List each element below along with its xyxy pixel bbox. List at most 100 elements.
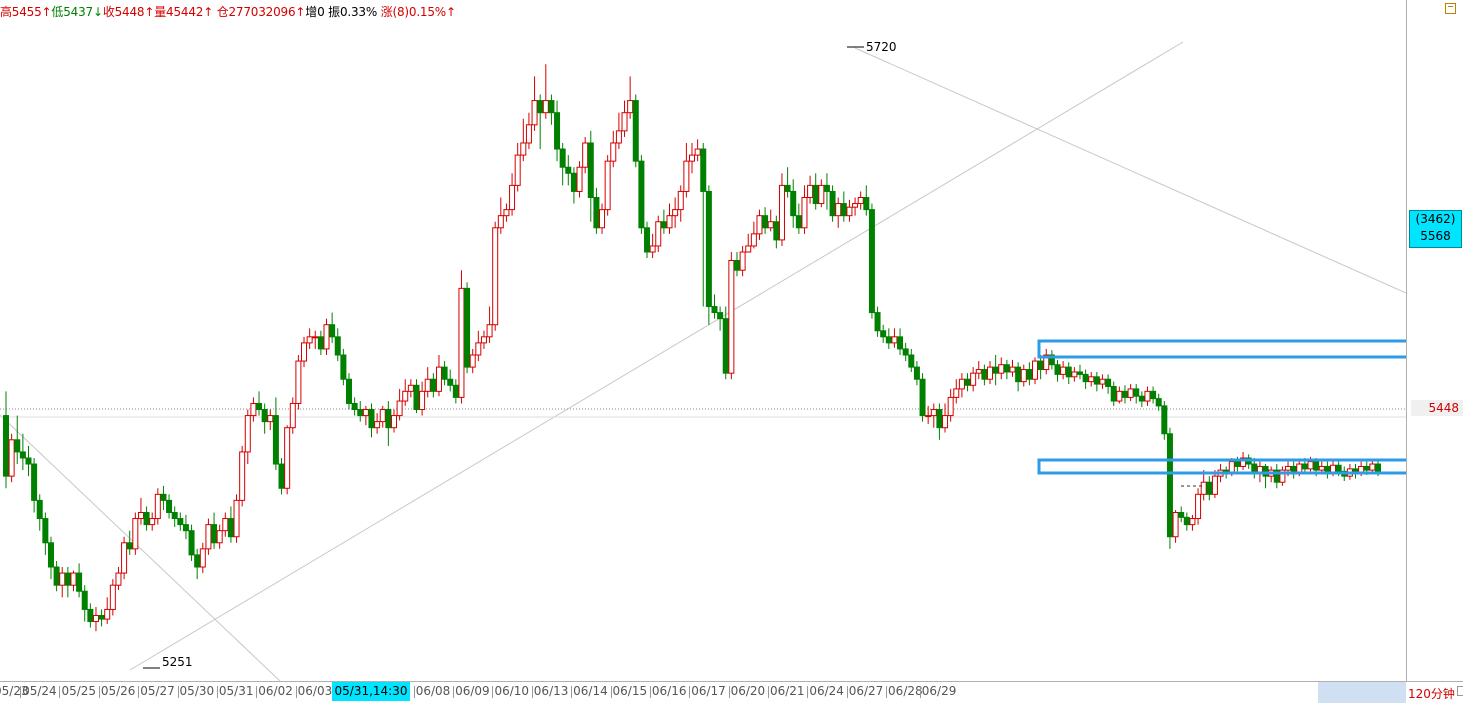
candle-body: [638, 160, 645, 229]
candle-body: [745, 245, 752, 253]
candle: [953, 379, 960, 404]
candle: [1133, 384, 1140, 404]
candle: [1273, 464, 1280, 489]
candle-body: [149, 518, 156, 526]
candle-body: [868, 209, 875, 314]
candle-body: [970, 372, 977, 386]
candle-body: [632, 100, 639, 162]
support-box[interactable]: [1037, 458, 1406, 475]
candle-body: [250, 402, 257, 417]
candle: [525, 112, 532, 150]
candle: [537, 94, 544, 150]
candle: [1206, 476, 1213, 501]
candle-body: [407, 384, 414, 392]
candle: [621, 100, 628, 137]
candle-body: [852, 203, 859, 208]
candle: [244, 409, 251, 465]
candle-body: [480, 336, 487, 344]
candle: [554, 100, 561, 162]
candle-body: [1138, 395, 1145, 402]
last-price-label: 5448: [1411, 400, 1463, 416]
candle-body: [464, 287, 471, 368]
candle-body: [76, 572, 83, 592]
period-selector[interactable]: 120分钟: [1408, 686, 1463, 701]
candle-body: [857, 197, 864, 205]
candle-body: [239, 451, 246, 501]
candle: [362, 405, 369, 426]
candle-body: [610, 142, 617, 162]
candle-body: [492, 227, 499, 326]
candle-body: [70, 572, 77, 586]
candle-body: [59, 572, 66, 586]
candle: [452, 379, 459, 404]
date-label: 06/03: [295, 684, 333, 698]
candle-body: [942, 415, 949, 429]
candle: [733, 252, 740, 277]
candle-body: [576, 166, 583, 192]
candle: [1054, 359, 1061, 382]
candle: [323, 318, 330, 355]
candle-body: [261, 409, 268, 423]
window-toggle-icon[interactable]: [1445, 3, 1456, 14]
candle-body: [666, 215, 673, 229]
candle: [823, 173, 830, 210]
candlestick-chart[interactable]: 5720 5251: [0, 0, 1406, 681]
candle-body: [762, 215, 769, 229]
candle-body: [1375, 463, 1381, 472]
candle: [154, 488, 161, 525]
candle: [14, 415, 21, 465]
candle: [913, 361, 920, 386]
price-axis[interactable]: [1406, 0, 1463, 681]
candle: [885, 328, 892, 349]
candle: [874, 306, 881, 337]
candle: [239, 445, 246, 507]
candle: [610, 130, 617, 168]
candle: [447, 369, 454, 392]
date-label: 06/08: [413, 684, 451, 698]
candle: [902, 342, 909, 362]
candle-body: [379, 409, 386, 423]
candle: [261, 403, 268, 434]
candle: [660, 209, 667, 234]
candle-body: [542, 100, 549, 114]
candle: [975, 361, 982, 380]
candle: [615, 112, 622, 150]
candle: [666, 203, 673, 234]
cursor-price-label: (3462) 5568: [1409, 210, 1462, 248]
candle: [576, 161, 583, 198]
candle-body: [233, 499, 240, 538]
candle-body: [19, 451, 26, 459]
candle-body: [1015, 366, 1022, 383]
candle-body: [537, 100, 544, 114]
candle: [919, 373, 926, 422]
candle: [767, 209, 774, 232]
date-label: 06/20: [728, 684, 766, 698]
candle: [351, 397, 358, 416]
candle-body: [1020, 369, 1027, 383]
trendline-descending-left: [0, 414, 281, 681]
candle-body: [722, 318, 729, 374]
candle-body: [1037, 360, 1044, 371]
candle: [570, 167, 577, 204]
candle: [599, 203, 606, 234]
candle: [750, 221, 757, 249]
candle-body: [104, 608, 111, 620]
candle: [1155, 393, 1162, 411]
candle-body: [87, 608, 94, 623]
candle: [340, 348, 347, 386]
candle: [711, 294, 718, 319]
candle-body: [835, 203, 842, 217]
candle: [81, 585, 88, 622]
change-value: 涨(8)0.15%↑: [380, 5, 456, 19]
candle-body: [340, 354, 347, 380]
candle: [1060, 361, 1067, 380]
candle: [835, 197, 842, 228]
candle-body: [1003, 364, 1010, 373]
candle: [818, 179, 825, 208]
candle: [604, 155, 611, 216]
candle-body: [166, 499, 173, 513]
candle: [199, 542, 206, 574]
candle: [644, 221, 651, 259]
resistance-box[interactable]: [1037, 339, 1406, 359]
candle-body: [1240, 457, 1247, 467]
